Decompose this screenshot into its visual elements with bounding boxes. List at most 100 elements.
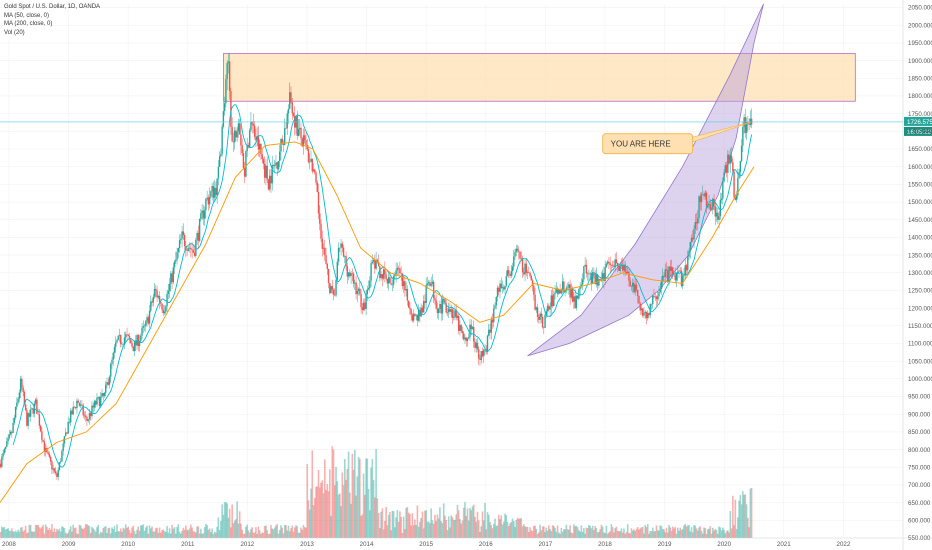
volume-bar [39, 528, 42, 538]
volume-bar [252, 532, 255, 538]
candle-body [422, 301, 425, 313]
candle-body [634, 284, 636, 293]
candle-body [31, 408, 33, 410]
y-tick-label: 2000.000 [908, 22, 932, 29]
volume-bar [354, 449, 356, 538]
volume-bar [370, 467, 372, 538]
candle-body [64, 432, 67, 437]
y-tick-label: 1000.000 [908, 376, 932, 383]
volume-bar [257, 526, 260, 538]
volume-bar [738, 500, 740, 538]
resistance-zone [223, 53, 856, 102]
volume-bar [200, 528, 202, 538]
volume-bar [213, 531, 216, 538]
candle-body [501, 287, 504, 289]
volume-bar [160, 532, 162, 538]
volume-bar [713, 530, 715, 538]
last-price-line: 1726.575 16:05:22 [0, 116, 932, 136]
volume-bar [349, 492, 351, 538]
candle-body [115, 342, 117, 347]
candle-body [359, 288, 361, 295]
candle-body [152, 296, 155, 303]
volume-bar [720, 530, 723, 538]
candle-body [112, 352, 114, 360]
legend-ma50[interactable]: MA (50, close, 0) [4, 12, 50, 19]
volume-bar [570, 532, 573, 538]
volume-bar [46, 526, 48, 538]
candle-body [619, 265, 621, 271]
volume-bar [576, 527, 579, 538]
volume-bar [703, 527, 705, 538]
candle-body [546, 305, 549, 312]
candle-body [19, 378, 22, 393]
legend-vol[interactable]: Vol (20) [4, 29, 25, 36]
volume-bar [6, 528, 8, 538]
candle-body [220, 153, 222, 157]
volume-bar [728, 532, 730, 538]
volume-bar [681, 529, 684, 538]
volume-bar [656, 530, 659, 538]
volume-bar [170, 533, 172, 538]
legend-title[interactable]: Gold Spot / U.S. Dollar, 1D, OANDA [4, 4, 101, 10]
time-axis[interactable]: 2008 2009 2010 2011 2012 2013 2014 2015 2016 2017… [0, 537, 932, 548]
candle-body [541, 316, 544, 328]
volume-bar [491, 528, 494, 538]
volume-bar [117, 531, 120, 538]
candle-body [190, 247, 192, 250]
volume-bars [0, 446, 753, 538]
candle-body [708, 204, 710, 205]
candle-body [128, 335, 131, 340]
candle-body [354, 282, 356, 284]
volume-bar [441, 523, 444, 538]
volume-bar [23, 530, 26, 538]
candle-body [564, 289, 566, 292]
price-axis[interactable]: 550.000 600.000 650.000 700.000 750.000 800.0… [902, 0, 932, 550]
legend-ma200[interactable]: MA (200, close, 0) [4, 21, 53, 27]
candle-body [284, 128, 286, 146]
candle-body [340, 243, 342, 248]
candle-body [442, 298, 445, 300]
candle-body [659, 289, 661, 293]
candle-body [519, 251, 521, 259]
candle-body [729, 155, 732, 164]
candle-body [555, 288, 558, 293]
candle-body [595, 274, 598, 284]
candle-body [321, 238, 323, 249]
candle-body [626, 271, 629, 273]
volume-bar [168, 528, 171, 538]
candle-body [704, 192, 706, 197]
volume-bar [29, 524, 32, 538]
callout-text: YOU ARE HERE [611, 140, 671, 149]
candle-body [236, 131, 238, 138]
volume-bar [599, 528, 601, 538]
candle-body [49, 457, 52, 462]
volume-bar [21, 527, 23, 538]
volume-bar [183, 529, 186, 538]
candle-body [357, 288, 360, 292]
volume-bar [165, 532, 167, 538]
candle-body [290, 92, 292, 103]
candle-body [515, 248, 517, 252]
candle-body [455, 310, 457, 318]
candle-body [245, 151, 247, 177]
candle-body [559, 289, 561, 294]
candle-body [377, 261, 380, 267]
candle-body [621, 264, 624, 271]
volume-bar [132, 525, 135, 538]
volume-bar [534, 525, 536, 538]
volume-bar [84, 524, 87, 538]
volume-bar [427, 521, 430, 538]
candle-body [176, 252, 178, 260]
candle-body [202, 210, 205, 219]
candle-body [380, 274, 382, 279]
volume-bar [432, 523, 435, 538]
volume-bar [511, 518, 514, 538]
candle-body [155, 288, 157, 291]
candle-body [464, 337, 466, 340]
volume-bar [646, 524, 649, 538]
volume-bar [161, 530, 163, 538]
you-are-here-callout[interactable]: YOU ARE HERE [602, 121, 752, 155]
candle-body [322, 247, 325, 249]
volume-bar [185, 525, 187, 538]
